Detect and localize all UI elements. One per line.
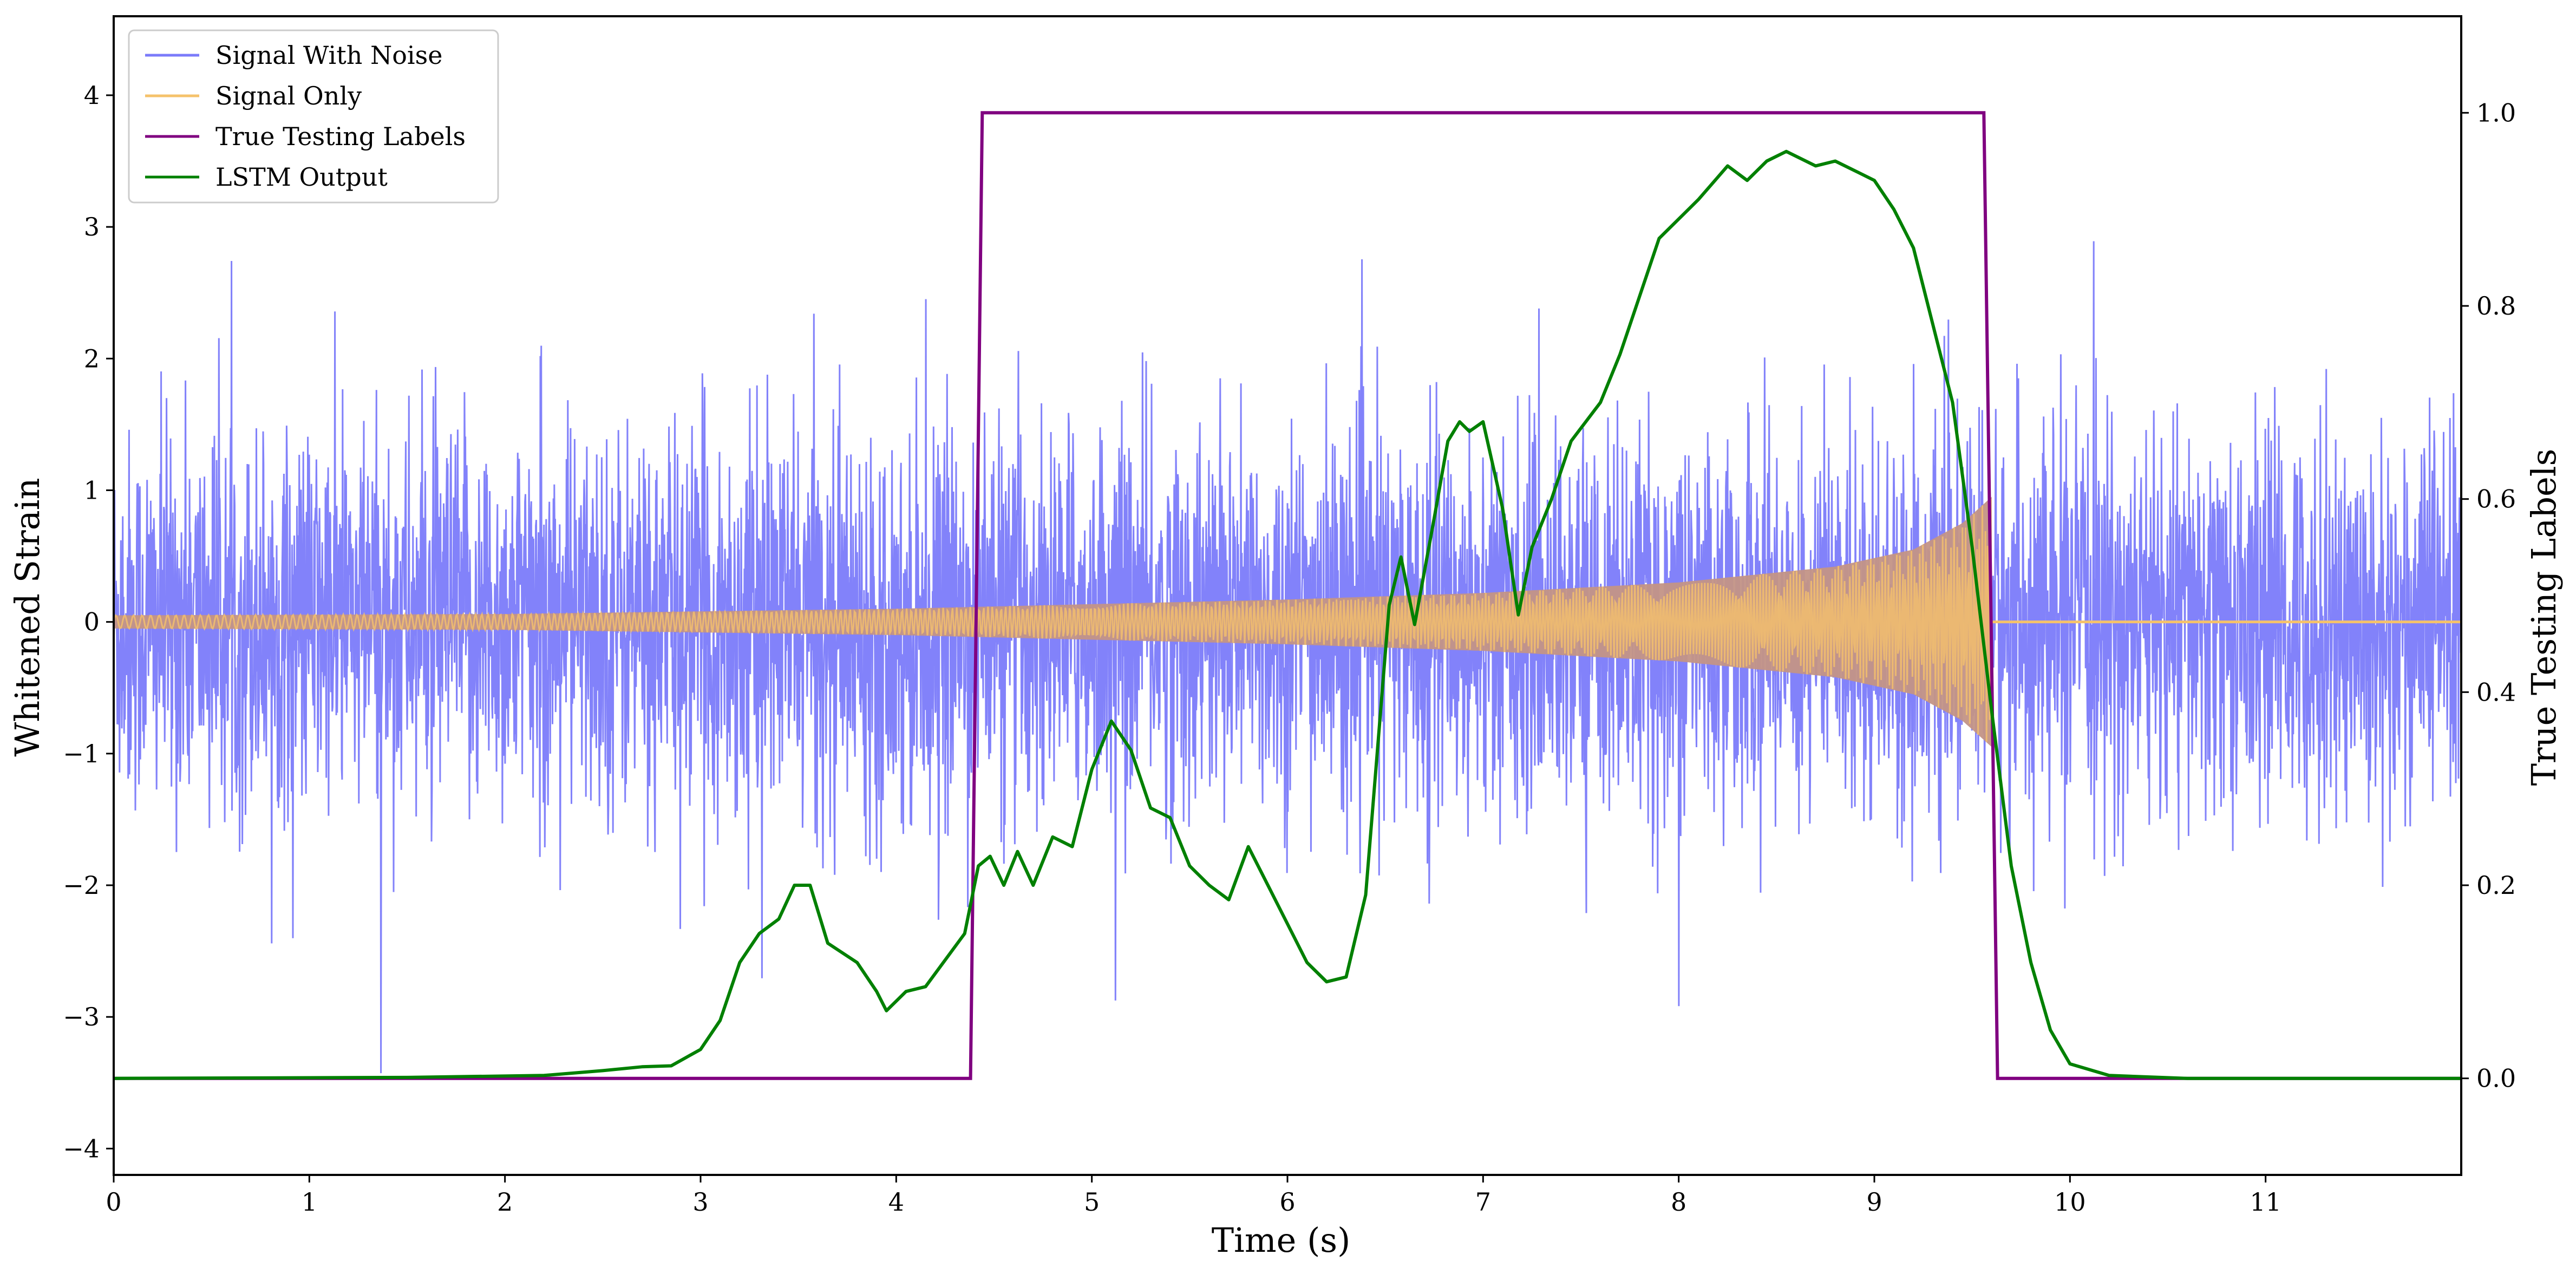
legend-label-true-testing-labels: True Testing Labels — [215, 122, 466, 151]
y2-tick-label: 0.6 — [2476, 485, 2516, 514]
true-testing-labels-line — [114, 111, 2461, 1080]
y-tick-label: −2 — [63, 871, 100, 900]
legend-label-signal-with-noise: Signal With Noise — [215, 41, 442, 70]
y2-tick-label: 0.8 — [2476, 291, 2516, 321]
x-tick-label: 11 — [2250, 1187, 2281, 1217]
legend-label-signal-only: Signal Only — [215, 81, 362, 110]
y2-tick-label: 0.4 — [2476, 677, 2516, 707]
signal-with-noise-line — [114, 241, 2461, 1074]
y-tick-label: −1 — [63, 739, 100, 768]
signal-only-line — [114, 499, 1993, 742]
x-axis-label: Time (s) — [1212, 1220, 1351, 1260]
legend: Signal With Noise Signal Only True Testi… — [128, 29, 499, 204]
y-tick-label: 0 — [84, 607, 100, 637]
y-tick-label: 4 — [84, 81, 100, 110]
x-tick-label: 6 — [1279, 1187, 1295, 1217]
y-tick-label: 3 — [84, 212, 100, 241]
x-tick-label: 5 — [1084, 1187, 1100, 1217]
y-axis-ticks: −4 −3 −2 −1 0 1 2 3 4 — [63, 81, 114, 1163]
x-tick-label: 2 — [497, 1187, 513, 1217]
y2-tick-label: 0.0 — [2476, 1064, 2516, 1093]
x-tick-label: 4 — [888, 1187, 904, 1217]
y-tick-label: −4 — [63, 1134, 100, 1163]
y-axis-label: Whitened Strain — [8, 478, 47, 757]
lstm-output-series — [114, 149, 2461, 1080]
x-tick-label: 9 — [1866, 1187, 1882, 1217]
legend-box — [128, 29, 499, 204]
y2-axis-label: True Testing Labels — [2524, 449, 2564, 786]
y2-tick-label: 1.0 — [2476, 98, 2516, 127]
x-tick-label: 8 — [1671, 1187, 1686, 1217]
legend-label-lstm-output: LSTM Output — [215, 162, 388, 192]
x-tick-label: 1 — [302, 1187, 317, 1217]
signal-only-series — [114, 496, 2461, 747]
true-testing-labels-series — [114, 111, 2461, 1080]
y-tick-label: 1 — [84, 475, 100, 505]
y-tick-label: 2 — [84, 344, 100, 373]
x-tick-label: 10 — [2054, 1187, 2086, 1217]
y2-tick-label: 0.2 — [2476, 871, 2516, 900]
signal-with-noise-series — [114, 241, 2461, 1074]
lstm-output-line — [114, 149, 2461, 1080]
y2-axis-ticks: 0.0 0.2 0.4 0.6 0.8 1.0 — [2461, 98, 2516, 1093]
y-tick-label: −3 — [63, 1002, 100, 1031]
x-tick-label: 3 — [692, 1187, 708, 1217]
x-tick-label: 0 — [106, 1187, 121, 1217]
x-axis-ticks: 0 1 2 3 4 5 6 7 8 9 10 11 — [106, 1175, 2281, 1217]
plot-area — [114, 111, 2461, 1080]
x-tick-label: 7 — [1475, 1187, 1491, 1217]
